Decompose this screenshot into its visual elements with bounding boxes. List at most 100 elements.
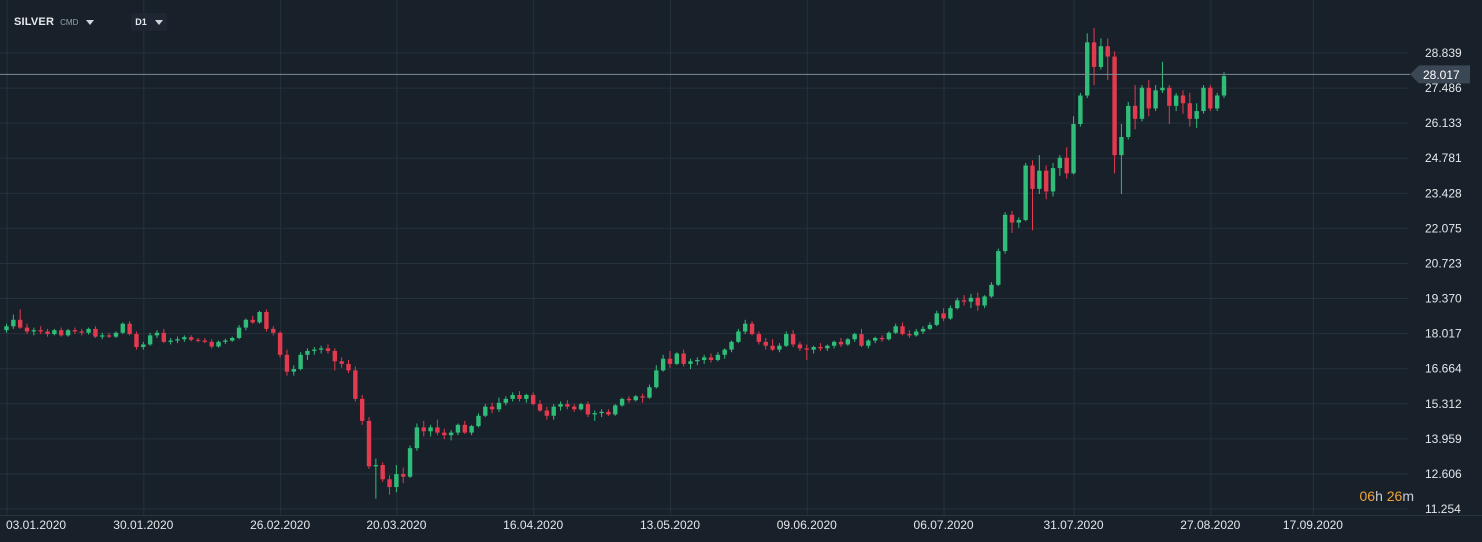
candle-body <box>948 308 953 319</box>
candle-body <box>182 337 187 340</box>
chevron-down-icon[interactable] <box>154 19 163 25</box>
current-price-tag <box>1410 65 1470 84</box>
candle-body <box>216 341 221 347</box>
candle <box>346 359 351 373</box>
candle <box>353 366 358 402</box>
candle <box>1105 38 1110 80</box>
candle-body <box>1105 46 1110 57</box>
candle <box>1153 85 1158 112</box>
candle <box>1098 38 1104 70</box>
chart-grid <box>0 0 1482 516</box>
candle <box>743 319 748 335</box>
candle <box>120 322 125 335</box>
candle-body <box>1091 42 1097 67</box>
candle <box>455 423 461 436</box>
candle <box>469 424 474 436</box>
date-tick-label: 27.08.2020 <box>1180 518 1240 532</box>
candle <box>175 336 180 344</box>
candle <box>585 401 591 418</box>
candle-body <box>45 331 50 335</box>
candle <box>435 419 440 436</box>
price-tick-label: 11.254 <box>1425 502 1461 516</box>
candle-body <box>613 405 618 415</box>
candle-body <box>797 344 803 349</box>
candle <box>578 402 584 411</box>
candle-body <box>831 341 837 346</box>
candle-body <box>572 406 577 410</box>
candle-body <box>743 323 748 332</box>
timeframe-selector[interactable]: D1 <box>131 13 167 31</box>
symbol-selector[interactable]: SILVER CMD <box>14 12 95 32</box>
candle <box>886 331 892 341</box>
candle <box>394 465 399 493</box>
candle <box>17 309 23 329</box>
candle <box>831 340 837 349</box>
candle <box>613 404 618 416</box>
candle-body <box>927 324 933 329</box>
price-tick-label: 13.959 <box>1425 432 1462 446</box>
candle <box>113 331 119 338</box>
candle-body <box>893 326 898 333</box>
candle <box>715 352 721 362</box>
candle <box>524 393 529 403</box>
candle <box>681 349 686 367</box>
candle-body <box>722 349 727 355</box>
candle <box>1009 210 1015 233</box>
candle-body <box>230 337 235 341</box>
candle <box>202 337 208 344</box>
candle-body <box>31 330 37 332</box>
price-tick-label: 20.723 <box>1425 256 1462 270</box>
candle-body <box>1146 87 1151 109</box>
candle <box>1078 92 1083 127</box>
candle <box>551 404 556 420</box>
candle <box>701 354 707 364</box>
candle <box>305 348 310 360</box>
candle <box>914 328 919 337</box>
candle <box>845 337 851 346</box>
candle-body <box>907 334 912 336</box>
candle-body <box>1139 87 1145 119</box>
date-tick-label: 03.01.2020 <box>6 518 66 532</box>
candle-body <box>941 313 946 319</box>
candle-body <box>1153 90 1158 109</box>
date-tick-label: 09.06.2020 <box>777 518 837 532</box>
candle-body <box>715 354 721 360</box>
candle-countdown: 06h 26m <box>1359 488 1414 504</box>
price-axis[interactable]: 28.839 27.486 26.133 24.781 23.428 22.075 20.7… <box>1425 46 1462 516</box>
candle-body <box>127 323 132 335</box>
candle-body <box>667 358 673 364</box>
price-tick-label: 12.606 <box>1425 467 1462 481</box>
date-tick-label: 13.05.2020 <box>640 518 700 532</box>
candle <box>872 336 878 344</box>
candle <box>414 423 420 451</box>
time-axis[interactable]: 03.01.2020 30.01.2020 26.02.2020 20.03.2020… <box>6 518 1343 532</box>
candle-body <box>291 369 296 372</box>
candle <box>86 327 91 335</box>
candle-body <box>1167 87 1172 106</box>
candle-body <box>606 411 611 415</box>
candle-body <box>879 337 885 340</box>
candle-body <box>955 300 960 309</box>
candle <box>1146 79 1151 117</box>
candle <box>277 331 283 358</box>
candle-body <box>305 350 310 355</box>
candle-body <box>52 330 57 335</box>
candle <box>154 330 160 338</box>
candle-body <box>558 404 563 407</box>
candle <box>476 413 481 428</box>
candle <box>1208 85 1213 112</box>
candle <box>811 345 816 354</box>
candle-body <box>777 345 782 350</box>
candle <box>763 337 768 350</box>
candle <box>448 430 454 441</box>
candle <box>373 458 379 499</box>
candle <box>1112 51 1117 174</box>
chevron-down-icon[interactable] <box>86 19 95 25</box>
candle <box>572 404 577 412</box>
candle <box>65 328 71 337</box>
candle <box>852 332 857 342</box>
candle <box>380 462 385 482</box>
candle <box>387 475 392 495</box>
candle-body <box>1037 170 1042 189</box>
